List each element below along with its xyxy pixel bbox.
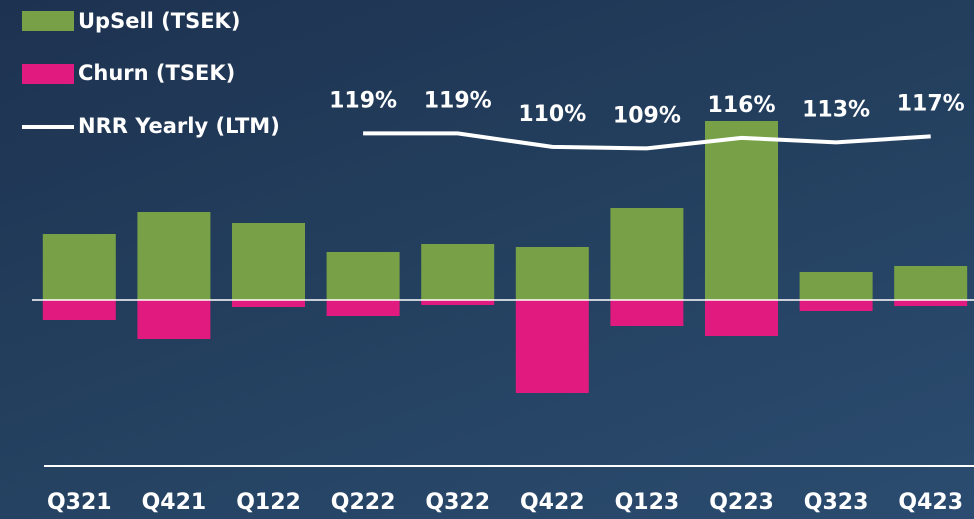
- data-label: 119%: [329, 88, 397, 113]
- data-label: 110%: [518, 102, 586, 127]
- bar: [515, 300, 589, 393]
- bar: [894, 266, 968, 300]
- x-tick-label: Q321: [47, 490, 112, 515]
- bar: [421, 244, 495, 300]
- bar: [799, 272, 873, 300]
- legend-label: Churn (TSEK): [78, 61, 235, 85]
- data-label: 119%: [424, 88, 492, 113]
- line: [363, 131, 931, 151]
- x-tick-label: Q323: [804, 490, 869, 515]
- legend-swatch: [22, 11, 74, 31]
- bar: [421, 300, 495, 305]
- bar: [610, 208, 684, 300]
- bar: [42, 234, 116, 300]
- bar: [137, 212, 211, 300]
- x-tick-label: Q123: [615, 490, 680, 515]
- bar: [232, 300, 305, 307]
- bar: [705, 300, 778, 336]
- x-tick-label: Q422: [520, 490, 585, 515]
- data-label: 109%: [613, 103, 681, 128]
- bar: [42, 300, 116, 320]
- x-tick-label: Q423: [898, 490, 963, 515]
- data-label: 116%: [708, 93, 776, 118]
- data-label: 113%: [802, 97, 870, 122]
- bar: [799, 300, 873, 311]
- x-tick-label: Q222: [331, 490, 396, 515]
- bar: [232, 223, 305, 300]
- bar: [610, 300, 684, 326]
- bar: [705, 121, 778, 300]
- x-tick-label: Q223: [709, 490, 774, 515]
- legend-label: NRR Yearly (LTM): [78, 114, 280, 138]
- x-tick-label: Q421: [142, 490, 207, 515]
- x-tick-label: Q122: [236, 490, 301, 515]
- legend-swatch: [22, 64, 74, 84]
- bar: [894, 300, 968, 306]
- bar: [326, 252, 400, 300]
- bar: [326, 300, 400, 316]
- bar: [515, 247, 589, 300]
- bar: [137, 300, 211, 339]
- legend-label: UpSell (TSEK): [78, 9, 240, 33]
- data-label: 117%: [897, 91, 965, 116]
- x-tick-label: Q322: [425, 490, 490, 515]
